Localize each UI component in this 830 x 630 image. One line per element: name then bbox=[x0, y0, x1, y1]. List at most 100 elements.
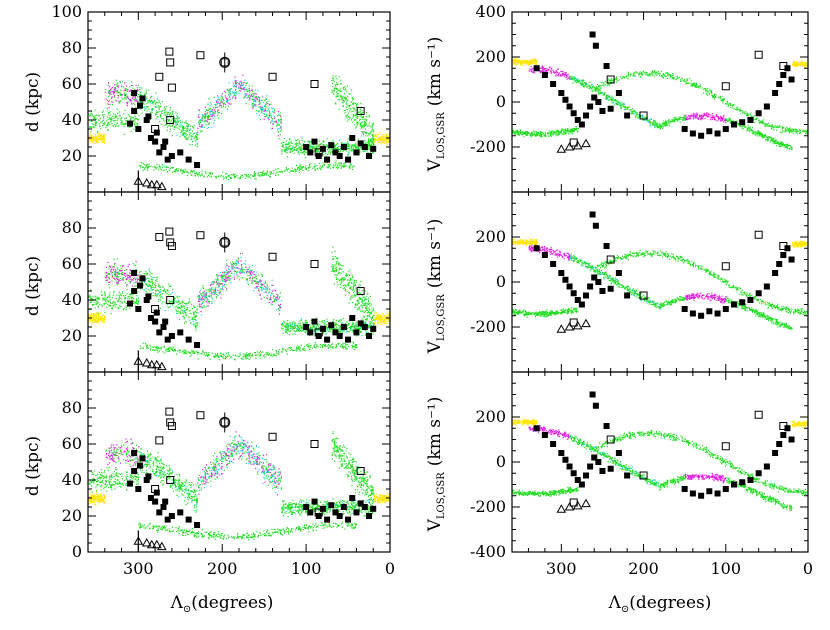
model-star-dot bbox=[238, 86, 240, 88]
model-star-dot bbox=[296, 148, 298, 150]
model-star-dot bbox=[341, 102, 343, 104]
model-star-dot bbox=[100, 137, 102, 139]
model-star-dot bbox=[115, 115, 117, 117]
model-star-dot bbox=[339, 346, 341, 348]
model-star-dot bbox=[137, 119, 139, 121]
model-star-dot bbox=[118, 102, 120, 104]
model-star-dot bbox=[285, 324, 287, 326]
model-star-dot bbox=[209, 284, 211, 286]
model-star-dot bbox=[189, 309, 191, 311]
model-star-dot bbox=[187, 137, 189, 139]
model-star-dot bbox=[184, 169, 187, 171]
model-star-dot bbox=[290, 148, 292, 150]
model-star-dot bbox=[107, 273, 109, 275]
model-star-dot bbox=[177, 306, 179, 308]
model-star-dot bbox=[112, 115, 114, 117]
model-star-dot bbox=[114, 264, 116, 266]
model-star-dot bbox=[174, 171, 176, 173]
model-star-dot bbox=[211, 174, 213, 176]
model-star-dot bbox=[177, 121, 179, 123]
model-star-dot bbox=[223, 90, 225, 93]
model-star-dot bbox=[151, 273, 153, 275]
model-star-dot bbox=[195, 319, 197, 321]
model-star-dot bbox=[296, 327, 298, 329]
model-star-dot bbox=[108, 92, 110, 94]
model-star-dot bbox=[273, 170, 275, 172]
model-star-dot bbox=[123, 272, 125, 275]
model-star-dot bbox=[219, 275, 221, 277]
model-star-dot bbox=[352, 107, 354, 109]
model-star-dot bbox=[207, 295, 209, 297]
model-star-dot bbox=[156, 98, 159, 100]
model-star-dot bbox=[205, 293, 207, 295]
model-star-dot bbox=[172, 288, 174, 290]
model-star-dot bbox=[198, 303, 201, 305]
model-star-dot bbox=[296, 324, 299, 326]
model-star-dot bbox=[326, 326, 328, 329]
model-star-dot bbox=[334, 148, 336, 150]
model-star-dot bbox=[356, 117, 358, 120]
model-star-dot bbox=[355, 114, 357, 117]
model-star-dot bbox=[182, 315, 184, 317]
model-star-dot bbox=[221, 276, 223, 278]
model-star-dot bbox=[239, 84, 241, 86]
model-star-dot bbox=[341, 344, 343, 346]
model-star-dot bbox=[250, 174, 252, 176]
model-star-dot bbox=[215, 281, 217, 283]
model-star-dot bbox=[123, 89, 125, 91]
model-star-dot bbox=[171, 135, 173, 137]
model-star-dot bbox=[190, 170, 192, 173]
model-star-dot bbox=[224, 271, 226, 274]
model-star-dot bbox=[240, 270, 242, 272]
model-star-dot bbox=[211, 301, 213, 303]
model-star-dot bbox=[279, 134, 281, 136]
model-star-dot bbox=[363, 125, 365, 127]
model-star-dot bbox=[244, 269, 246, 271]
model-star-dot bbox=[352, 330, 354, 332]
model-star-dot bbox=[230, 262, 232, 264]
model-star-dot bbox=[326, 320, 328, 322]
model-star-dot bbox=[352, 113, 354, 115]
model-star-dot bbox=[232, 267, 234, 270]
model-star-dot bbox=[90, 315, 92, 317]
model-star-dot bbox=[100, 318, 102, 320]
model-star-dot bbox=[351, 150, 353, 152]
model-star-dot bbox=[229, 92, 231, 94]
model-star-dot bbox=[126, 95, 128, 97]
model-star-dot bbox=[351, 144, 353, 146]
model-star-dot bbox=[114, 84, 116, 86]
model-star-dot bbox=[211, 293, 213, 295]
model-star-dot bbox=[199, 174, 201, 176]
model-star-dot bbox=[334, 324, 336, 326]
model-star-dot bbox=[132, 279, 134, 281]
model-star-dot bbox=[147, 289, 150, 291]
model-star-dot bbox=[154, 166, 156, 168]
model-star-dot bbox=[292, 327, 294, 329]
model-star-dot bbox=[154, 292, 157, 294]
model-star-dot bbox=[189, 134, 191, 136]
model-star-dot bbox=[206, 109, 208, 111]
model-star-dot bbox=[207, 289, 209, 291]
model-star-dot bbox=[150, 285, 152, 287]
model-star-dot bbox=[341, 346, 343, 348]
model-star-dot bbox=[112, 124, 114, 126]
model-star-dot bbox=[145, 284, 147, 286]
model-star-dot bbox=[330, 331, 332, 333]
model-star-dot bbox=[354, 144, 356, 146]
model-star-dot bbox=[156, 106, 158, 108]
model-star-dot bbox=[161, 169, 163, 171]
model-star-dot bbox=[198, 109, 200, 111]
model-star-dot bbox=[105, 277, 107, 279]
model-star-dot bbox=[91, 123, 93, 125]
model-star-dot bbox=[202, 351, 204, 353]
model-star-dot bbox=[235, 83, 237, 85]
model-star-dot bbox=[111, 101, 113, 103]
model-star-dot bbox=[341, 319, 343, 321]
model-star-dot bbox=[94, 317, 96, 319]
model-star-dot bbox=[262, 287, 264, 289]
model-star-dot bbox=[307, 345, 309, 348]
model-star-dot bbox=[283, 320, 285, 322]
model-star-dot bbox=[170, 126, 172, 128]
model-star-dot bbox=[113, 89, 115, 91]
model-star-dot bbox=[347, 322, 350, 324]
